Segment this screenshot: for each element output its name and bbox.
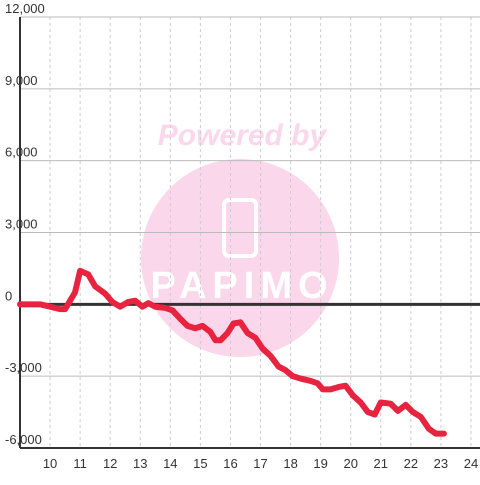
x-tick-label: 10 [43,456,57,471]
watermark: Powered by PAPIMO [141,119,339,357]
x-tick-label: 17 [253,456,267,471]
x-tick-label: 12 [103,456,117,471]
x-tick-label: 21 [374,456,388,471]
y-tick-label: 12,000 [5,1,45,16]
y-tick-label: -3,000 [5,360,42,375]
y-tick-label: 0 [5,288,12,303]
x-tick-label: 13 [133,456,147,471]
x-tick-label: 19 [313,456,327,471]
watermark-text: Powered by [158,119,328,152]
x-tick-label: 23 [434,456,448,471]
data-line [17,267,447,437]
x-tick-label: 18 [283,456,297,471]
watermark-logo: PAPIMO [150,265,333,307]
y-tick-label: -6,000 [5,432,42,447]
watermark-icon [222,198,258,258]
x-tick-label: 16 [223,456,237,471]
x-tick-label: 24 [464,456,478,471]
y-tick-label: 6,000 [5,145,38,160]
x-tick-label: 11 [73,456,87,471]
x-tick-label: 22 [404,456,418,471]
x-tick-label: 15 [193,456,207,471]
x-tick-label: 14 [163,456,177,471]
y-tick-label: 9,000 [5,73,38,88]
y-tick-label: 3,000 [5,217,38,232]
x-tick-label: 20 [343,456,357,471]
